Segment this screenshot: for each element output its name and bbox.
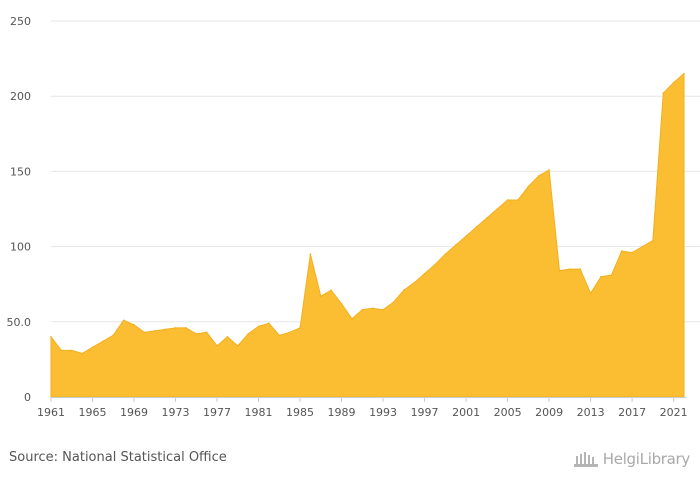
y-tick-label: 150 [10,165,31,178]
data-point[interactable] [174,327,177,329]
x-axis: 1961 1965 1969 1973 1977 1981 1985 1989 1993 1997… [37,397,688,419]
data-point[interactable] [226,336,229,338]
data-point[interactable] [413,281,415,284]
data-point[interactable] [60,349,63,352]
data-point[interactable] [672,81,675,84]
y-tick-label: 50.0 [7,316,32,329]
library-building-icon [573,452,598,467]
data-point[interactable] [641,245,644,248]
x-tick-label: 1977 [203,406,231,419]
data-point[interactable] [486,217,488,219]
data-point[interactable] [558,269,561,272]
data-point[interactable] [361,308,364,311]
data-point[interactable] [620,250,623,252]
x-tick-label: 2005 [494,406,522,419]
data-point[interactable] [81,352,83,355]
data-point[interactable] [185,327,187,329]
data-point[interactable] [216,345,218,347]
data-point[interactable] [257,325,260,328]
x-tick-label: 1997 [411,406,439,419]
data-point[interactable] [195,333,198,335]
x-tick-label: 2013 [577,406,605,419]
data-point[interactable] [475,226,478,228]
data-point[interactable] [133,324,135,326]
data-point[interactable] [662,92,665,94]
x-tick-label: 1989 [328,406,356,419]
x-tick-label: 1985 [286,406,314,419]
y-tick-label: 200 [10,90,31,103]
data-point[interactable] [652,239,654,242]
chart-area: 0 50.0 100 150 200 250 1961 1965 1969 1973 1977 19… [7,15,700,419]
data-point[interactable] [309,253,312,255]
data-point[interactable] [423,272,426,275]
x-tick-label: 1969 [120,406,148,419]
data-point[interactable] [299,327,301,329]
x-tick-label: 2021 [660,406,688,419]
data-point[interactable] [278,334,281,337]
data-point[interactable] [164,328,166,331]
data-point[interactable] [236,345,239,347]
data-point[interactable] [537,175,540,177]
y-tick-label: 250 [10,15,31,28]
x-tick-label: 2001 [452,406,480,419]
data-point[interactable] [465,235,467,237]
data-point[interactable] [268,322,270,325]
data-point[interactable] [153,330,156,332]
data-point[interactable] [392,301,395,304]
data-point[interactable] [517,199,519,201]
data-point[interactable] [320,295,322,298]
data-point[interactable] [371,307,374,310]
data-point[interactable] [454,244,457,246]
data-point[interactable] [351,317,353,320]
data-point[interactable] [143,331,146,334]
data-point[interactable] [527,185,530,188]
data-point[interactable] [548,169,550,171]
y-axis: 0 50.0 100 150 200 250 [7,15,32,404]
brand-logo[interactable]: HelgiLibrary [573,448,690,470]
x-tick-label: 2009 [535,406,563,419]
data-point[interactable] [122,319,125,322]
data-point[interactable] [205,331,208,334]
y-tick-label: 100 [10,241,31,254]
data-points [50,72,685,355]
brand-name: HelgiLibrary [602,450,691,468]
data-point[interactable] [579,268,582,270]
x-tick-label: 1993 [369,406,397,419]
x-tick-label: 1973 [162,406,190,419]
data-point[interactable] [403,289,405,292]
series-area [50,72,685,398]
data-point[interactable] [506,199,509,201]
data-point[interactable] [340,302,343,305]
data-point[interactable] [496,208,499,210]
source-note: Source: National Statistical Office [9,450,227,465]
data-point[interactable] [247,333,249,335]
data-point[interactable] [610,274,613,276]
data-point[interactable] [434,263,436,266]
chart-footer: Source: National Statistical Office Helg… [0,440,700,483]
data-point[interactable] [288,331,291,334]
data-point[interactable] [382,308,384,311]
data-point[interactable] [569,268,571,270]
data-point[interactable] [444,253,447,255]
data-point[interactable] [683,72,685,75]
data-point[interactable] [631,251,633,254]
x-tick-label: 1961 [37,406,65,419]
data-point[interactable] [600,275,602,278]
x-tick-label: 2017 [618,406,646,419]
data-point[interactable] [102,340,104,343]
y-tick-label: 0 [24,391,31,404]
data-point[interactable] [330,289,332,292]
data-area [50,72,685,398]
x-tick-label: 1981 [245,406,273,419]
data-point[interactable] [589,292,592,295]
data-point[interactable] [112,334,115,337]
data-point[interactable] [91,346,94,349]
x-tick-label: 1965 [79,406,107,419]
data-point[interactable] [50,336,52,338]
data-point[interactable] [70,349,73,352]
